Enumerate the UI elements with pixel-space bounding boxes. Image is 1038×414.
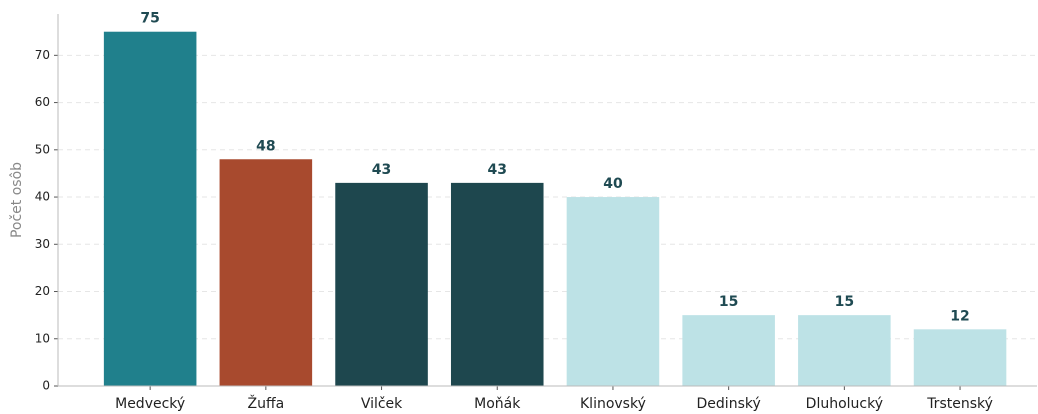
bar	[913, 329, 1007, 386]
x-tick-label: Klinovský	[580, 396, 646, 412]
bar	[682, 315, 775, 386]
value-label: 48	[256, 138, 275, 154]
y-tick-label: 30	[35, 237, 50, 251]
value-label: 43	[488, 162, 507, 178]
y-tick-label: 50	[35, 142, 50, 156]
y-tick-label: 10	[35, 331, 50, 345]
y-axis-label: Počet osôb	[9, 162, 25, 238]
y-tick-label: 40	[35, 190, 50, 204]
value-label: 15	[719, 294, 738, 310]
value-label: 40	[603, 176, 623, 192]
y-tick-label: 60	[35, 95, 50, 109]
x-tick-label: Dluholucký	[806, 396, 883, 412]
y-tick-label: 70	[35, 48, 50, 62]
y-tick-label: 0	[42, 379, 50, 393]
bar	[566, 197, 660, 386]
value-label: 12	[950, 308, 969, 324]
x-tick-label: Medvecký	[115, 396, 185, 412]
bar	[450, 182, 544, 386]
bar	[219, 159, 313, 386]
bar	[103, 31, 197, 386]
x-tick-label: Trstenský	[926, 396, 993, 412]
y-tick-label: 20	[35, 284, 50, 298]
bar	[798, 315, 891, 386]
x-tick-label: Žuffa	[247, 394, 284, 412]
x-tick-label: Dedinský	[697, 396, 761, 412]
x-tick-label: Moňák	[474, 396, 521, 412]
value-label: 15	[835, 294, 854, 310]
value-label: 43	[372, 162, 391, 178]
value-label: 75	[140, 11, 159, 27]
x-tick-label: Vilček	[361, 396, 403, 412]
bar	[335, 182, 428, 386]
